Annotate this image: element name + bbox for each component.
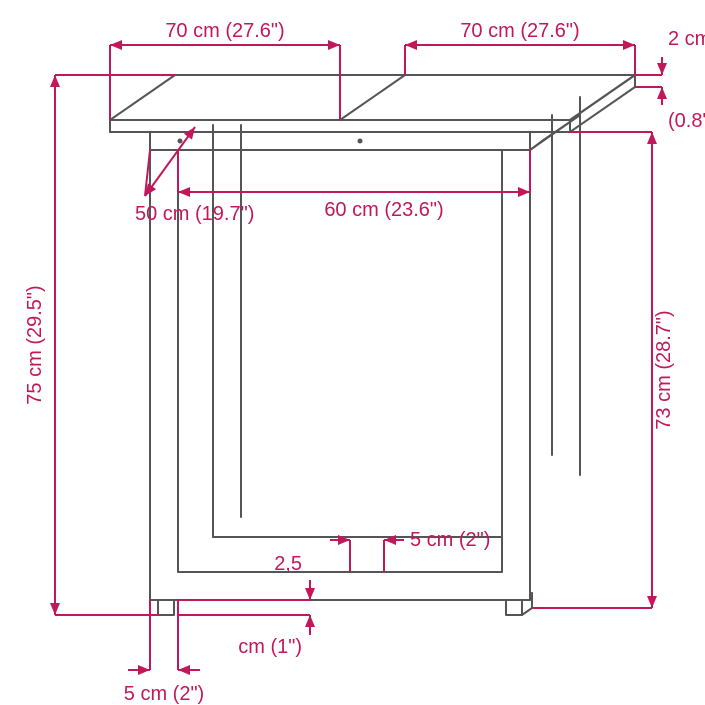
dim-leg-height: 73 cm (28.7") [653,310,675,429]
dim-depth-top: 70 cm (27.6") [460,20,579,42]
dim-top-thickness-a: 2 cm [668,28,705,50]
dim-apron-width: 60 cm (23.6") [324,199,443,221]
dim-leg-thickness: 5 cm (2") [124,683,204,705]
dim-overall-height: 75 cm (29.5") [24,285,46,404]
dim-top-thickness-b: (0.8") [668,110,705,132]
dim-foot-height-a: 2,5 [274,553,302,575]
table-drawing [110,75,635,615]
dim-foot-height-b: cm (1") [238,636,302,658]
dim-foot-gap: 5 cm (2") [410,529,490,551]
dim-width-top: 70 cm (27.6") [165,20,284,42]
dim-apron-depth: 50 cm (19.7") [135,203,254,225]
